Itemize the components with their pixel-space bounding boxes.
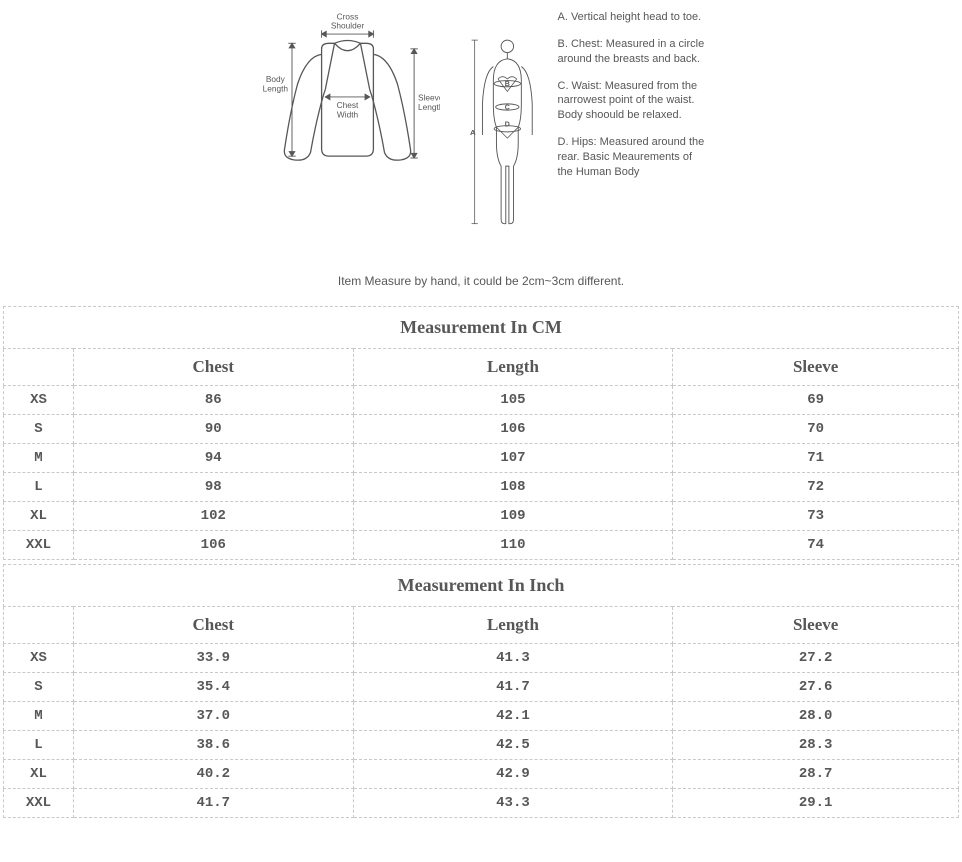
body-length-label-2: Length xyxy=(262,83,288,93)
cell-chest: 102 xyxy=(73,502,353,531)
cell-sleeve: 28.0 xyxy=(673,702,959,731)
cell-size: L xyxy=(4,731,74,760)
cell-size: XS xyxy=(4,386,74,415)
measurement-note: Item Measure by hand, it could be 2cm~3c… xyxy=(0,274,962,288)
table-row: XL40.242.928.7 xyxy=(4,760,959,789)
table-row: XXL10611074 xyxy=(4,531,959,560)
cell-sleeve: 28.7 xyxy=(673,760,959,789)
cell-size: M xyxy=(4,444,74,473)
cm-header-length: Length xyxy=(353,349,673,386)
size-table-inch: Measurement In Inch Chest Length Sleeve … xyxy=(3,564,959,818)
cell-sleeve: 27.2 xyxy=(673,644,959,673)
sleeve-length-label-2: Length xyxy=(418,102,440,112)
cell-length: 43.3 xyxy=(353,789,673,818)
table-row: M9410771 xyxy=(4,444,959,473)
size-table-cm: Measurement In CM Chest Length Sleeve XS… xyxy=(3,306,959,560)
table-row: M37.042.128.0 xyxy=(4,702,959,731)
table-row: XS33.941.327.2 xyxy=(4,644,959,673)
cell-size: S xyxy=(4,673,74,702)
cell-chest: 41.7 xyxy=(73,789,353,818)
table-row: XL10210973 xyxy=(4,502,959,531)
definition-d: D. Hips: Measured around the rear. Basic… xyxy=(558,135,708,180)
cell-length: 42.9 xyxy=(353,760,673,789)
cell-sleeve: 72 xyxy=(673,473,959,502)
chest-width-label-2: Width xyxy=(336,109,358,119)
cm-header-sleeve: Sleeve xyxy=(673,349,959,386)
cell-chest: 40.2 xyxy=(73,760,353,789)
cell-size: M xyxy=(4,702,74,731)
cell-sleeve: 73 xyxy=(673,502,959,531)
cell-sleeve: 70 xyxy=(673,415,959,444)
diagram-area: Cross Shoulder Body Length Chest Width xyxy=(0,0,962,268)
cell-length: 107 xyxy=(353,444,673,473)
inch-title: Measurement In Inch xyxy=(4,565,959,607)
definitions: A. Vertical height head to toe. B. Chest… xyxy=(558,10,708,192)
cell-chest: 33.9 xyxy=(73,644,353,673)
body-label-d: D xyxy=(504,121,509,128)
definition-b: B. Chest: Measured in a circle around th… xyxy=(558,37,708,67)
cm-header-size xyxy=(4,349,74,386)
cell-length: 42.5 xyxy=(353,731,673,760)
cell-sleeve: 74 xyxy=(673,531,959,560)
cell-chest: 35.4 xyxy=(73,673,353,702)
inch-header-size xyxy=(4,607,74,644)
cell-chest: 86 xyxy=(73,386,353,415)
body-diagram: A B C D xyxy=(470,10,540,260)
body-label-a: A xyxy=(470,128,476,137)
table-row: S9010670 xyxy=(4,415,959,444)
table-row: L9810872 xyxy=(4,473,959,502)
inch-header-sleeve: Sleeve xyxy=(673,607,959,644)
cell-sleeve: 27.6 xyxy=(673,673,959,702)
cell-chest: 38.6 xyxy=(73,731,353,760)
cell-size: S xyxy=(4,415,74,444)
cell-chest: 94 xyxy=(73,444,353,473)
cell-length: 41.7 xyxy=(353,673,673,702)
table-row: XS8610569 xyxy=(4,386,959,415)
cell-length: 108 xyxy=(353,473,673,502)
cell-sleeve: 69 xyxy=(673,386,959,415)
cell-chest: 98 xyxy=(73,473,353,502)
inch-header-chest: Chest xyxy=(73,607,353,644)
cell-sleeve: 28.3 xyxy=(673,731,959,760)
cell-size: XL xyxy=(4,502,74,531)
cell-chest: 37.0 xyxy=(73,702,353,731)
cell-length: 106 xyxy=(353,415,673,444)
cell-length: 109 xyxy=(353,502,673,531)
body-label-b: B xyxy=(504,81,509,88)
cell-size: XS xyxy=(4,644,74,673)
cell-chest: 106 xyxy=(73,531,353,560)
inch-header-length: Length xyxy=(353,607,673,644)
cell-length: 105 xyxy=(353,386,673,415)
body-label-c: C xyxy=(504,104,509,111)
cell-size: XXL xyxy=(4,789,74,818)
body-diagram-wrap: A B C D A. Vertical height head to toe. … xyxy=(470,10,708,260)
cell-sleeve: 71 xyxy=(673,444,959,473)
cm-title: Measurement In CM xyxy=(4,307,959,349)
cell-size: L xyxy=(4,473,74,502)
table-row: L38.642.528.3 xyxy=(4,731,959,760)
definition-a: A. Vertical height head to toe. xyxy=(558,10,708,25)
cell-sleeve: 29.1 xyxy=(673,789,959,818)
cell-length: 41.3 xyxy=(353,644,673,673)
cm-header-chest: Chest xyxy=(73,349,353,386)
cell-length: 42.1 xyxy=(353,702,673,731)
table-row: XXL41.743.329.1 xyxy=(4,789,959,818)
cell-size: XL xyxy=(4,760,74,789)
cell-length: 110 xyxy=(353,531,673,560)
cell-size: XXL xyxy=(4,531,74,560)
cross-shoulder-label-2: Shoulder xyxy=(330,21,364,31)
table-row: S35.441.727.6 xyxy=(4,673,959,702)
cell-chest: 90 xyxy=(73,415,353,444)
definition-c: C. Waist: Measured from the narrowest po… xyxy=(558,79,708,124)
shirt-diagram: Cross Shoulder Body Length Chest Width xyxy=(255,10,440,195)
